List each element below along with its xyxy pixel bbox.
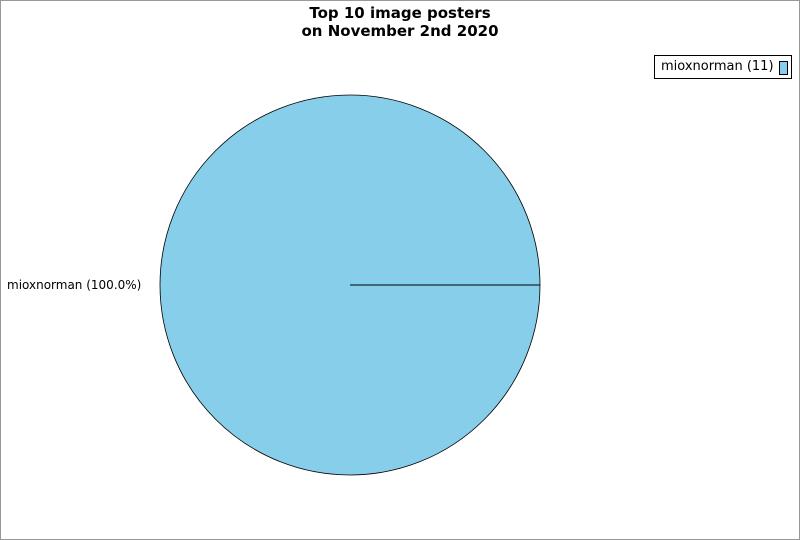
- legend-swatch: [779, 61, 788, 75]
- chart-title-line-1: Top 10 image posters: [309, 4, 491, 22]
- slice-label: mioxnorman (100.0%): [7, 278, 142, 292]
- legend-entry-label: mioxnorman (11): [661, 59, 774, 74]
- legend: mioxnorman (11): [654, 55, 792, 79]
- chart-title-line-2: on November 2nd 2020: [301, 22, 499, 40]
